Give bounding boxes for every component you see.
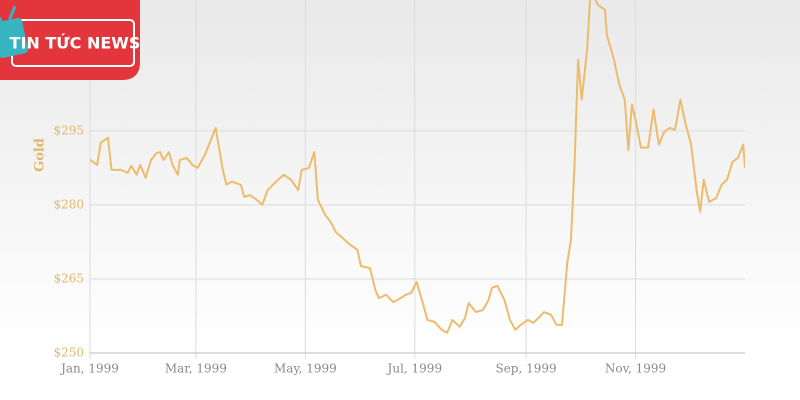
x-tick-label: Mar, 1999 — [165, 362, 227, 376]
y-tick-label: $280 — [53, 197, 84, 211]
x-tick-label: Jul, 1999 — [386, 362, 443, 376]
x-tick-label: Jan, 1999 — [59, 362, 119, 376]
logo-text: TIN TỨC NEWS — [10, 34, 141, 53]
y-tick-label: $265 — [53, 271, 84, 285]
y-tick-label: $295 — [53, 123, 84, 137]
logo-tv — [0, 5, 29, 58]
logo: TIN TỨC NEWS — [0, 0, 140, 80]
x-tick-label: May, 1999 — [274, 362, 337, 376]
y-axis-label: Gold — [33, 138, 48, 172]
plot — [90, 0, 745, 334]
y-tick-label: $250 — [53, 346, 84, 360]
x-tick-label: Nov, 1999 — [605, 362, 666, 376]
data-line — [90, 0, 745, 334]
x-tick-label: Sep, 1999 — [495, 362, 556, 376]
